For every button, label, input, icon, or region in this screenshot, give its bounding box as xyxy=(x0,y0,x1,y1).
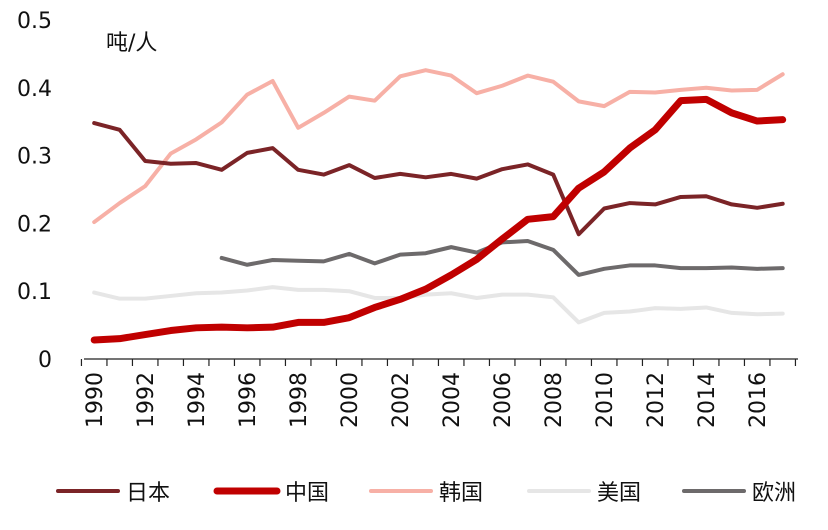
y-tick-label: 0 xyxy=(38,348,52,373)
y-tick-label: 0.4 xyxy=(17,77,52,102)
x-tick-label: 2002 xyxy=(389,372,414,428)
legend: 日本 中国 韩国 美国 欧洲 xyxy=(56,481,796,506)
x-tick-label: 1990 xyxy=(83,372,108,428)
x-tick-label: 2004 xyxy=(440,372,465,428)
x-tick-label: 1998 xyxy=(287,372,312,428)
series-line-4 xyxy=(219,239,785,277)
x-tick-label: 1992 xyxy=(134,372,159,428)
y-tick-label: 0.2 xyxy=(17,212,52,237)
series-line-3 xyxy=(92,285,785,325)
y-axis-tick-labels: 0 0.1 0.2 0.3 0.4 0.5 xyxy=(17,9,52,373)
x-axis-tick-labels: 1990 1992 1994 1996 1998 2000 2002 2004 2006 2008… xyxy=(83,372,771,428)
x-tick-label: 2016 xyxy=(746,372,771,428)
y-tick-label: 0.3 xyxy=(17,145,52,170)
x-tick-label: 2012 xyxy=(644,372,669,428)
series-line-2 xyxy=(92,68,785,225)
x-tick-label: 2014 xyxy=(695,372,720,428)
unit-label: 吨/人 xyxy=(106,31,157,56)
x-tick-label: 1996 xyxy=(236,372,261,428)
y-tick-label: 0.1 xyxy=(17,280,52,305)
x-tick-label: 2006 xyxy=(491,372,516,428)
legend-label-1: 中国 xyxy=(285,481,329,506)
x-tick-label: 2000 xyxy=(338,372,363,428)
series-line-1 xyxy=(90,95,787,344)
y-tick-label: 0.5 xyxy=(17,9,52,34)
series-line-0 xyxy=(92,121,785,237)
x-tick-label: 1994 xyxy=(185,372,210,428)
legend-label-3: 美国 xyxy=(597,481,641,506)
plot-series-group xyxy=(90,68,787,344)
legend-label-2: 韩国 xyxy=(439,481,483,506)
x-tick-label: 2010 xyxy=(593,372,618,428)
legend-label-4: 欧洲 xyxy=(752,481,796,506)
x-axis-ticks xyxy=(80,359,797,366)
legend-label-0: 日本 xyxy=(126,481,170,506)
x-tick-label: 2008 xyxy=(542,372,567,428)
